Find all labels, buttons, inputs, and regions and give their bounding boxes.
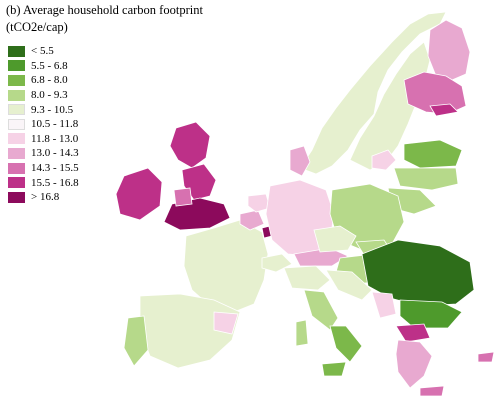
legend-item: 14.3 - 15.5 <box>8 161 79 176</box>
italy-central <box>303 289 339 331</box>
legend-swatch <box>8 147 25 159</box>
legend-label: 15.5 - 16.8 <box>31 176 79 189</box>
legend-label: 6.8 - 8.0 <box>31 74 68 87</box>
legend-swatch <box>8 60 25 72</box>
romania <box>361 239 475 307</box>
legend-item: 10.5 - 11.8 <box>8 117 79 132</box>
finland-north <box>427 19 471 81</box>
crete <box>419 385 445 397</box>
legend-label: 5.5 - 6.8 <box>31 59 68 72</box>
legend-swatch <box>8 191 25 203</box>
czechia <box>313 225 357 253</box>
cyprus <box>477 351 495 363</box>
finland-capital <box>429 103 459 117</box>
england-south <box>163 197 231 231</box>
title-line-2: (tCO2e/cap) <box>6 20 68 34</box>
scotland <box>169 121 211 169</box>
legend-item: 6.8 - 8.0 <box>8 73 79 88</box>
legend-swatch <box>8 133 25 145</box>
legend-item: 15.5 - 16.8 <box>8 175 79 190</box>
legend-item: < 5.5 <box>8 44 79 59</box>
title-line-1: (b) Average household carbon footprint <box>6 3 203 17</box>
sicily <box>321 361 347 377</box>
legend-label: 11.8 - 13.0 <box>31 132 79 145</box>
sardinia <box>295 319 309 347</box>
north-macedonia <box>395 323 431 343</box>
france <box>183 219 269 313</box>
map-title: (b) Average household carbon footprint (… <box>6 2 203 36</box>
legend-label: 14.3 - 15.5 <box>31 162 79 175</box>
legend-swatch <box>8 104 25 116</box>
finland-south <box>403 71 467 115</box>
legend-swatch <box>8 74 25 86</box>
legend-item: 9.3 - 10.5 <box>8 102 79 117</box>
bulgaria <box>399 299 463 329</box>
legend-swatch <box>8 118 25 130</box>
portugal <box>123 315 149 367</box>
slovenia-croatia <box>325 269 373 301</box>
legend-label: 10.5 - 11.8 <box>31 118 79 131</box>
legend-item: 8.0 - 9.3 <box>8 88 79 103</box>
netherlands <box>247 193 271 213</box>
legend-label: < 5.5 <box>31 45 54 58</box>
legend-label: 8.0 - 9.3 <box>31 89 68 102</box>
legend-label: 13.0 - 14.3 <box>31 147 79 160</box>
legend-swatch <box>8 89 25 101</box>
denmark <box>289 145 311 177</box>
estonia <box>403 139 463 169</box>
italy-south <box>329 325 363 363</box>
legend-item: > 16.8 <box>8 190 79 205</box>
spain-east <box>213 311 239 335</box>
italy-north <box>283 265 331 291</box>
legend-swatch <box>8 45 25 57</box>
legend-swatch <box>8 162 25 174</box>
sweden-south <box>371 149 397 171</box>
legend-swatch <box>8 177 25 189</box>
legend-label: 9.3 - 10.5 <box>31 103 74 116</box>
legend-item: 5.5 - 6.8 <box>8 59 79 74</box>
legend-item: 13.0 - 14.3 <box>8 146 79 161</box>
greece <box>395 339 433 389</box>
legend-item: 11.8 - 13.0 <box>8 132 79 147</box>
legend: < 5.5 5.5 - 6.8 6.8 - 8.0 8.0 - 9.3 9.3 … <box>8 44 79 205</box>
legend-label: > 16.8 <box>31 191 60 204</box>
serbia <box>371 291 397 319</box>
latvia <box>393 167 459 191</box>
ireland <box>115 167 163 221</box>
wales <box>173 187 193 207</box>
